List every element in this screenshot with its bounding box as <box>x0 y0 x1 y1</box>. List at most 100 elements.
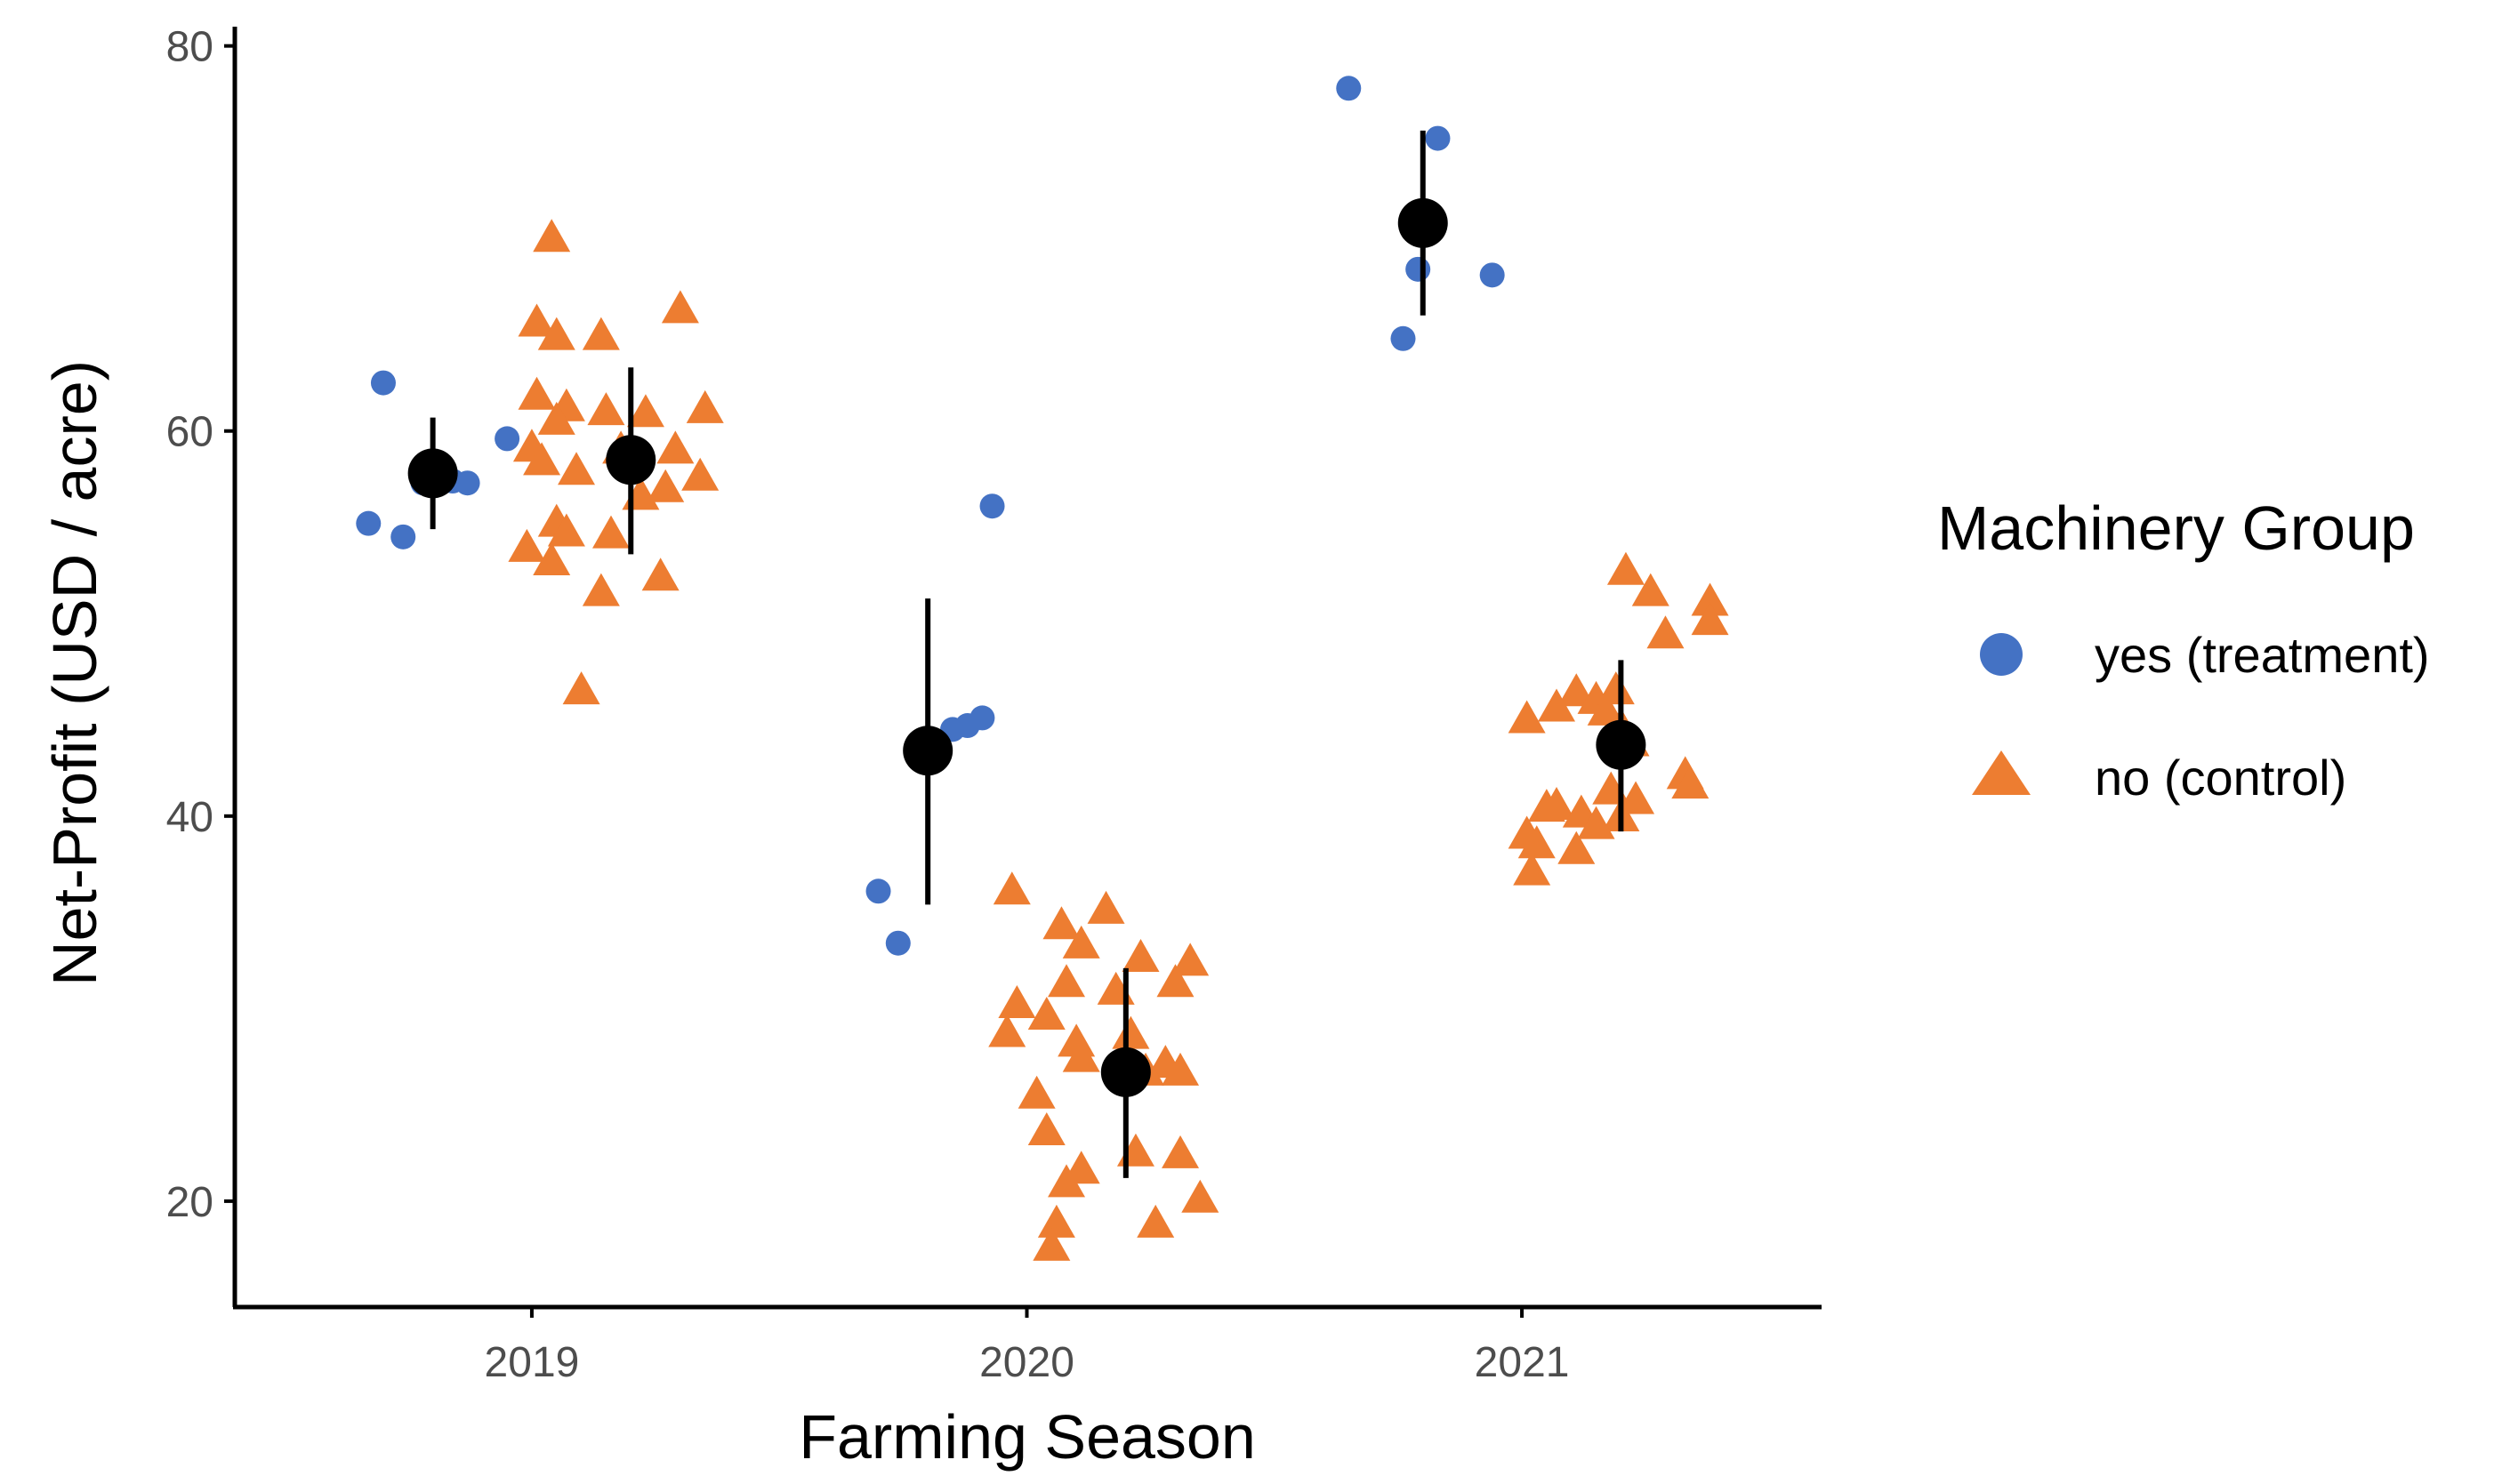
control-point <box>1587 692 1625 726</box>
control-point <box>641 558 680 591</box>
control-point <box>537 317 575 350</box>
x-tick-label: 2019 <box>485 1339 580 1386</box>
treatment-point <box>1405 256 1431 282</box>
treatment-point <box>1336 76 1362 101</box>
treatment-point <box>356 510 382 536</box>
control-point <box>558 452 596 485</box>
control-point <box>518 376 556 410</box>
control-point <box>1027 1111 1066 1145</box>
control-point <box>1646 615 1685 649</box>
control-point <box>1048 1164 1086 1198</box>
treatment-point <box>865 878 891 904</box>
mean-point <box>1100 1047 1151 1097</box>
control-point <box>1517 825 1556 859</box>
control-point <box>1606 551 1645 585</box>
legend-triangle-icon <box>1972 750 2031 795</box>
control-point <box>533 541 571 575</box>
control-point <box>1557 830 1596 864</box>
treatment-point <box>495 426 520 452</box>
treatment-point <box>370 370 396 396</box>
control-point <box>1691 602 1729 636</box>
y-tick-label: 40 <box>166 794 213 841</box>
control-point <box>1181 1179 1219 1213</box>
x-tick-label: 2021 <box>1475 1339 1570 1386</box>
control-point <box>587 392 625 426</box>
control-point <box>1097 971 1135 1005</box>
control-point <box>626 394 664 428</box>
control-point <box>1538 688 1576 722</box>
mean-point <box>1397 197 1448 248</box>
treatment-point <box>1479 262 1505 288</box>
control-point <box>562 671 600 705</box>
mean-point <box>606 435 656 485</box>
control-point <box>1112 1015 1150 1049</box>
control-point <box>1137 1204 1175 1238</box>
control-point <box>582 573 620 606</box>
control-point <box>518 303 556 337</box>
treatment-point <box>1390 325 1416 351</box>
control-point <box>1557 673 1596 707</box>
mean-point <box>1596 719 1646 770</box>
control-point <box>1162 1052 1200 1086</box>
control-point <box>1027 997 1066 1031</box>
control-point <box>988 1014 1026 1047</box>
control-point <box>1508 700 1546 734</box>
y-tick-label: 20 <box>166 1179 213 1226</box>
control-point <box>1631 573 1669 606</box>
control-point <box>1062 1039 1100 1072</box>
control-point <box>582 317 620 350</box>
control-point <box>1513 852 1551 886</box>
control-point <box>656 430 695 464</box>
control-point <box>533 219 571 253</box>
control-point <box>547 513 585 547</box>
control-point <box>1671 766 1710 799</box>
legend-label-treatment: yes (treatment) <box>2095 627 2430 683</box>
treatment-point <box>979 493 1005 519</box>
y-tick-label: 60 <box>166 409 213 456</box>
x-axis-title: Farming Season <box>799 1402 1256 1472</box>
x-tick-label: 2020 <box>979 1339 1074 1386</box>
control-point <box>523 442 561 476</box>
control-point <box>1617 781 1655 814</box>
x-ticks: 2019 2020 2021 <box>485 1307 1570 1386</box>
summary-means <box>407 130 1646 1178</box>
control-point <box>686 389 724 423</box>
treatment-point <box>969 705 995 731</box>
control-point <box>537 401 575 435</box>
treatment-point <box>1425 125 1451 151</box>
control-point <box>1577 806 1615 839</box>
treatment-point <box>390 524 416 549</box>
control-point <box>1592 771 1630 805</box>
control-point <box>1171 943 1210 976</box>
mean-point <box>407 448 458 499</box>
control-point <box>1042 906 1081 940</box>
legend-label-control: no (control) <box>2095 750 2346 806</box>
control-point <box>591 515 630 549</box>
y-axis-title: Net-Profit (USD / acre) <box>40 360 109 986</box>
control-point <box>1122 939 1160 973</box>
control-point <box>998 985 1036 1019</box>
control-point <box>993 871 1031 905</box>
control-point <box>1527 789 1565 822</box>
mean-point <box>903 726 953 776</box>
control-point <box>1116 1133 1154 1167</box>
control-point <box>1018 1075 1056 1109</box>
legend-title: Machinery Group <box>1937 493 2415 563</box>
legend: Machinery Group yes (treatment) no (cont… <box>1937 493 2430 806</box>
control-point <box>681 457 720 491</box>
data-points <box>356 76 1729 1261</box>
control-point <box>1048 964 1086 998</box>
control-point <box>1087 890 1125 924</box>
y-ticks: 20 40 60 80 <box>166 24 235 1226</box>
control-point <box>661 290 699 324</box>
treatment-point <box>455 470 480 496</box>
control-point <box>1033 1227 1071 1261</box>
control-point <box>1062 925 1100 959</box>
treatment-point <box>885 930 911 956</box>
legend-circle-icon <box>1980 633 2023 676</box>
control-point <box>1691 582 1729 616</box>
control-point <box>1162 1135 1200 1168</box>
control-point <box>647 469 685 502</box>
y-tick-label: 80 <box>166 24 213 71</box>
